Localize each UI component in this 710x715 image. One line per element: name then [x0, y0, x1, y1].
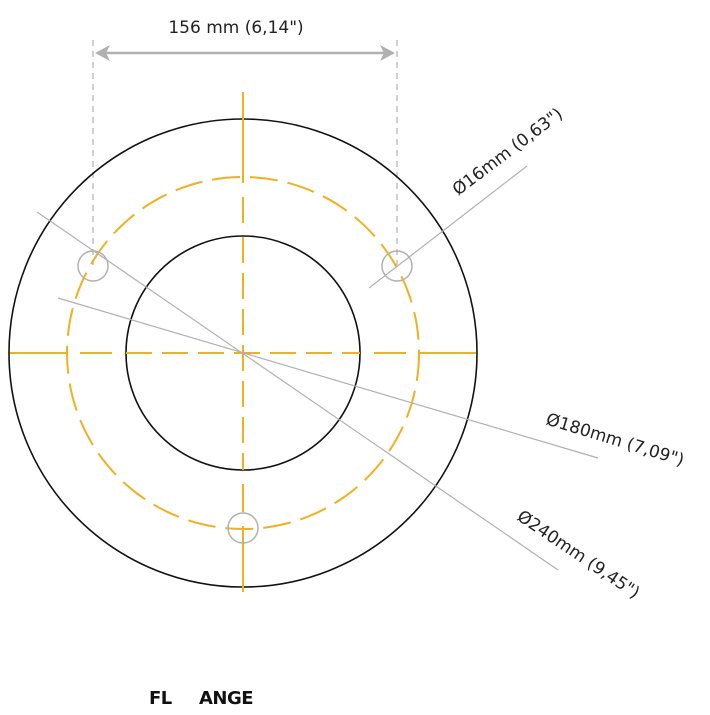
center-lines	[10, 92, 476, 592]
footer-label-fl: FL	[149, 688, 172, 709]
outer-diameter-leader-line	[36, 211, 559, 571]
hole-diameter-label: Ø16mm (0,63")	[449, 104, 567, 200]
footer-label-ange: ANGE	[199, 688, 254, 709]
width-dimension-arrow	[95, 45, 395, 61]
bolt-hole-left	[77, 250, 109, 282]
width-dimension-label: 156 mm (6,14")	[168, 18, 303, 38]
bolt-hole-right	[381, 250, 413, 282]
bolt-circle-label: Ø180mm (7,09")	[544, 410, 687, 471]
bolt-circle-leader-line	[57, 297, 599, 459]
outer-diameter-label: Ø240mm (9,45")	[513, 507, 643, 604]
bolt-hole-bottom	[227, 512, 259, 544]
hole-leader-line	[368, 165, 528, 289]
